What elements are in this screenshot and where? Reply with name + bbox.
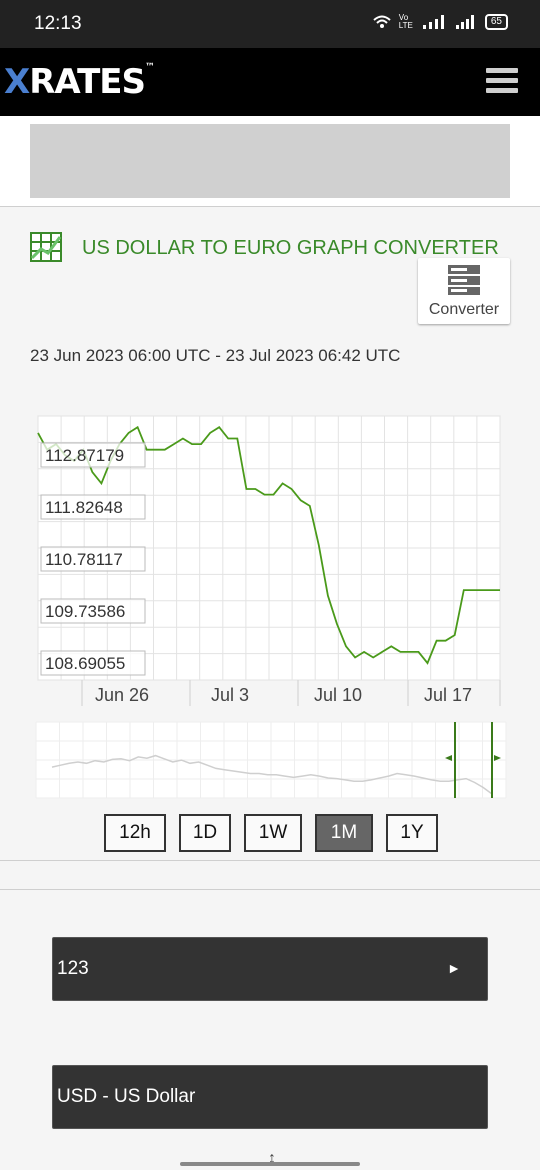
converter-button[interactable]: Converter (418, 258, 510, 324)
overview-series-line (51, 754, 493, 795)
battery-icon: 65 (484, 14, 508, 30)
y-tick-label: 108.69055 (45, 654, 125, 673)
app-bar: XRATES™ (0, 48, 540, 116)
y-tick-label-box (40, 442, 146, 468)
signal-icon (422, 15, 444, 29)
wifi-icon (373, 15, 391, 28)
chart-x-ticks: Jun 26 Jul 3 Jul 10 Jul 17 (81, 680, 501, 706)
y-tick-label: 112.87179 (45, 446, 124, 465)
chart-y-labels: 112.87179 111.82648 110.78117 109.73586 108.… (40, 442, 146, 676)
x-tick-label: Jul 17 (424, 685, 472, 705)
xrates-logo[interactable]: XRATES™ (4, 62, 155, 102)
from-currency-select[interactable]: USD - US Dollar (52, 1065, 488, 1129)
y-tick-label-box (40, 546, 146, 572)
status-time: 12:13 (34, 13, 82, 34)
period-button-1y[interactable]: 1Y (386, 814, 438, 852)
period-button-1w[interactable]: 1W (244, 814, 302, 852)
y-tick-label: 111.82648 (45, 498, 123, 517)
divider (0, 860, 540, 861)
amount-input[interactable]: 123 ► (52, 937, 488, 1001)
divider (0, 889, 540, 890)
period-button-1m[interactable]: 1M (315, 814, 373, 852)
ad-placeholder (30, 124, 510, 198)
status-icons: Vo LTE 65 (373, 14, 508, 30)
ad-container (0, 116, 540, 207)
overview-range-selector[interactable] (445, 722, 501, 798)
x-tick-label: Jul 10 (314, 685, 362, 705)
y-tick-label-group: 109.73586 (40, 598, 146, 624)
play-arrow-icon[interactable]: ► (447, 960, 461, 976)
date-range: 23 Jun 2023 06:00 UTC - 23 Jul 2023 06:4… (30, 346, 401, 365)
grid-chart-icon (30, 232, 62, 262)
y-tick-label: 109.73586 (45, 602, 125, 621)
volte-icon: Vo LTE (398, 13, 413, 30)
period-button-12h[interactable]: 12h (104, 814, 166, 852)
page-title: US DOLLAR TO EURO GRAPH CONVERTER (82, 237, 499, 259)
y-tick-label-group: 110.78117 (40, 546, 146, 572)
period-button-1d[interactable]: 1D (179, 814, 231, 852)
signal-icon-2 (455, 15, 474, 29)
hamburger-icon[interactable] (486, 68, 518, 98)
y-tick-label-group: 111.82648 (40, 494, 146, 520)
handle-left-icon (445, 755, 452, 761)
scroll-arrow-icon: ↕ (268, 1150, 276, 1167)
period-selector: 12h 1D 1W 1M 1Y (104, 814, 438, 852)
y-tick-label-group: 112.87179 (40, 442, 146, 468)
y-tick-label-box (40, 598, 146, 624)
home-indicator[interactable] (180, 1162, 360, 1166)
amount-value: 123 (57, 958, 89, 979)
server-icon (448, 265, 480, 295)
rate-chart[interactable]: Jun 26 Jul 3 Jul 10 Jul 17 112.87179 111.826… (0, 400, 540, 800)
converter-label: Converter (428, 301, 500, 318)
y-tick-label-group: 108.69055 (40, 650, 146, 676)
handle-right-icon (494, 755, 501, 761)
y-tick-label-box (40, 494, 146, 520)
status-bar: 12:13 Vo LTE 65 (0, 0, 540, 48)
from-currency-value: USD - US Dollar (57, 1086, 196, 1107)
y-tick-label-box (40, 650, 146, 676)
y-tick-label: 110.78117 (45, 550, 123, 569)
x-tick-label: Jun 26 (95, 685, 149, 705)
x-tick-label: Jul 3 (211, 685, 249, 705)
